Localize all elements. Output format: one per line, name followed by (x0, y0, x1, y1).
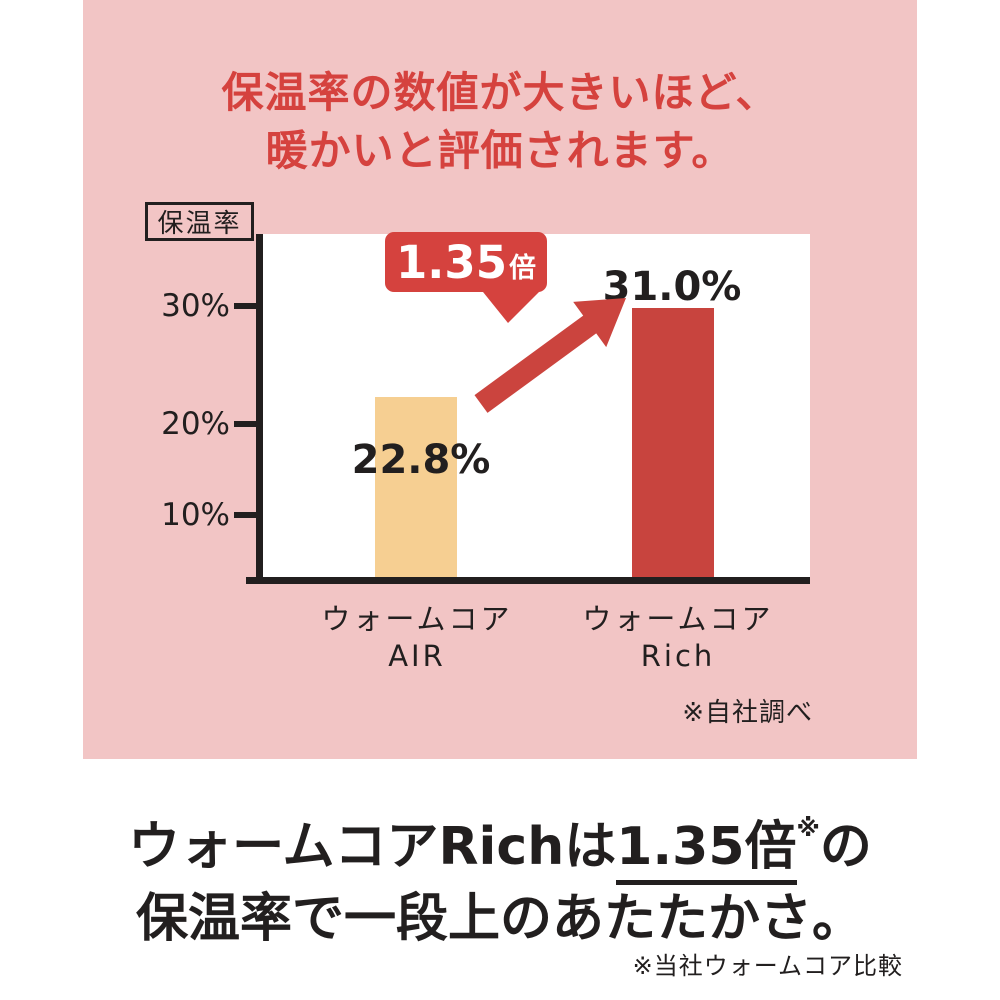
category-rich-line2: Rich (640, 639, 716, 673)
summary-line1-underlined: 1.35倍 (616, 817, 797, 885)
multiplier-unit: 倍 (509, 252, 537, 284)
category-label-air: ウォームコア AIR (297, 601, 537, 675)
chart-footnote: ※自社調べ (682, 698, 813, 728)
bar-warmcore-rich (632, 308, 714, 577)
category-label-rich: ウォームコア Rich (558, 601, 798, 675)
y-tick-mark-30 (234, 303, 257, 309)
multiplier-callout-bubble: 1.35 倍 (385, 232, 547, 292)
y-axis-title: 保温率 (157, 209, 242, 239)
category-air-line1: ウォームコア (321, 602, 513, 636)
value-label-rich: 31.0% (602, 264, 742, 310)
value-label-air: 22.8% (351, 437, 491, 483)
x-axis-stub (246, 577, 256, 584)
summary-reference-mark: ※ (796, 814, 820, 842)
y-tick-label-30: 30% (161, 288, 230, 324)
page-title-line1: 保温率の数値が大きいほど、 (221, 68, 779, 117)
category-rich-line1: ウォームコア (582, 602, 774, 636)
bar-warmcore-air (375, 397, 457, 577)
category-air-line2: AIR (388, 639, 446, 673)
summary-line1-prefix: ウォームコアRichは (128, 817, 617, 877)
y-tick-label-10: 10% (161, 497, 230, 533)
page-title: 保温率の数値が大きいほど、 暖かいと評価されます。 (83, 64, 917, 180)
y-axis-title-box: 保温率 (145, 202, 254, 241)
y-tick-mark-20 (234, 421, 257, 427)
summary-line1: ウォームコアRichは1.35倍※の (0, 804, 1000, 885)
summary-line1-suffix: の (819, 817, 872, 877)
y-tick-mark-10 (234, 512, 257, 518)
y-tick-label-20: 20% (161, 406, 230, 442)
multiplier-value: 1.35 (395, 235, 508, 289)
summary-line2: 保温率で一段上のあたたかさ。 (135, 889, 864, 949)
summary-footnote: ※当社ウォームコア比較 (632, 952, 903, 980)
page-title-line2: 暖かいと評価されます。 (265, 126, 735, 175)
